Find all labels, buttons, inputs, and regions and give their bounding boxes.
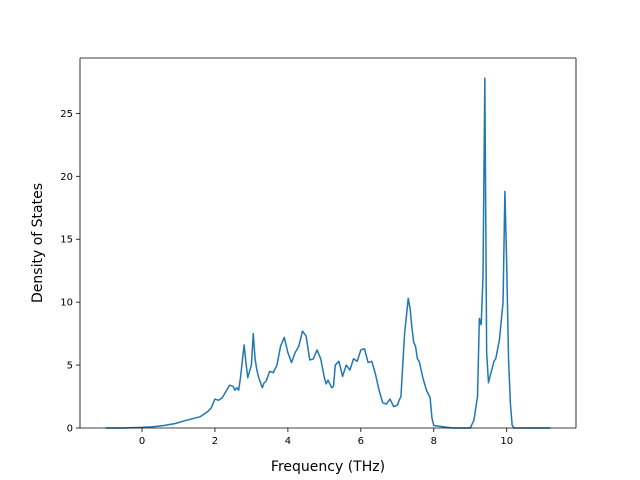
x-tick-label: 0 [139,436,145,447]
y-tick-label: 15 [60,235,73,246]
y-tick-label: 25 [60,109,73,120]
y-tick-label: 10 [60,298,73,309]
y-tick-label: 5 [67,361,73,372]
plot-area [80,58,576,428]
series-layer [105,77,551,429]
y-tick-label: 20 [60,172,73,183]
x-axis-label: Frequency (THz) [271,459,385,475]
x-tick-label: 6 [358,436,364,447]
x-tick-label: 10 [500,436,513,447]
y-axis-label: Density of States [30,183,46,303]
x-tick-label: 4 [285,436,291,447]
x-tick-label: 2 [212,436,218,447]
x-tick-label: 8 [431,436,437,447]
dos-series-line [105,77,551,429]
axes-layer: 0 2 4 6 8 10 0 5 10 15 20 25 [60,57,577,447]
y-tick-label: 0 [67,424,73,435]
